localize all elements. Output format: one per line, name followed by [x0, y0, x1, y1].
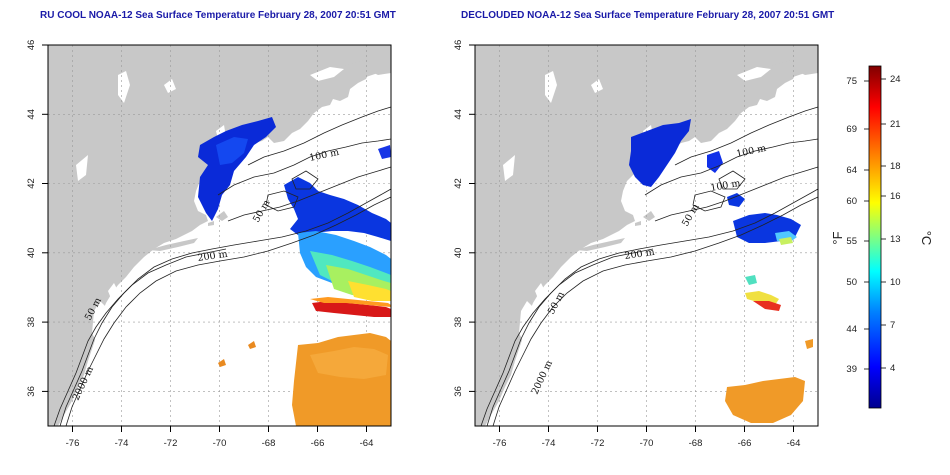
- svg-text:-66: -66: [311, 438, 325, 449]
- fahrenheit-unit: °F: [830, 231, 845, 244]
- svg-text:38: 38: [26, 317, 37, 328]
- f-tick: 50: [846, 277, 857, 288]
- svg-text:-64: -64: [360, 438, 374, 449]
- c-tick: 10: [890, 277, 901, 288]
- svg-text:-74: -74: [542, 438, 556, 449]
- svg-text:-72: -72: [591, 438, 605, 449]
- svg-text:-72: -72: [164, 438, 178, 449]
- left-axis: -76 -74 -72 -70 -68 -66 -64 46 44 42 40 …: [26, 40, 373, 449]
- svg-text:-70: -70: [640, 438, 654, 449]
- c-tick: 18: [890, 161, 901, 172]
- svg-text:36: 36: [26, 386, 37, 397]
- f-tick: 60: [846, 196, 857, 207]
- svg-text:42: 42: [453, 178, 464, 189]
- svg-text:200 m: 200 m: [197, 249, 228, 264]
- f-tick: 69: [846, 124, 857, 135]
- svg-text:-70: -70: [213, 438, 227, 449]
- svg-text:-74: -74: [115, 438, 129, 449]
- left-sst-patches: [198, 117, 391, 426]
- colorbar: 75 69 64 60 55 50 44 39 24 21 18 16 13 1…: [830, 65, 934, 409]
- svg-text:-68: -68: [262, 438, 276, 449]
- right-map-panel: 100 m 100 m 50 m 200 m 50 m 2000 m: [474, 44, 819, 427]
- svg-text:40: 40: [26, 248, 37, 259]
- celsius-unit: °C: [919, 231, 934, 246]
- colorbar-gradient: [868, 65, 882, 409]
- svg-text:38: 38: [453, 317, 464, 328]
- svg-text:44: 44: [26, 109, 37, 120]
- c-tick: 21: [890, 119, 901, 130]
- right-panel-title: DECLOUDED NOAA-12 Sea Surface Temperatur…: [461, 10, 835, 21]
- svg-text:200 m: 200 m: [624, 247, 655, 262]
- svg-text:44: 44: [453, 109, 464, 120]
- svg-text:-76: -76: [66, 438, 80, 449]
- f-tick: 39: [846, 364, 857, 375]
- c-tick: 24: [890, 74, 901, 85]
- c-tick: 4: [890, 363, 895, 374]
- f-tick: 75: [846, 76, 857, 87]
- f-tick: 55: [846, 236, 857, 247]
- c-tick: 16: [890, 191, 901, 202]
- svg-text:46: 46: [26, 40, 37, 51]
- svg-text:46: 46: [453, 40, 464, 51]
- svg-text:40: 40: [453, 248, 464, 259]
- left-map-panel: 100 m 50 m 200 m 50 m 2000 m: [47, 44, 392, 427]
- right-axis: -76 -74 -72 -70 -68 -66 -64 46 44 42 40 …: [453, 40, 800, 449]
- f-tick: 64: [846, 165, 857, 176]
- left-panel-title: RU COOL NOAA-12 Sea Surface Temperature …: [40, 10, 396, 21]
- svg-text:-66: -66: [738, 438, 752, 449]
- f-tick: 44: [846, 324, 857, 335]
- c-tick: 7: [890, 320, 895, 331]
- c-tick: 13: [890, 234, 901, 245]
- right-sst-patches: [629, 119, 813, 423]
- svg-text:100 m: 100 m: [710, 178, 742, 194]
- svg-text:42: 42: [26, 178, 37, 189]
- svg-text:-64: -64: [787, 438, 801, 449]
- svg-text:-68: -68: [689, 438, 703, 449]
- svg-text:-76: -76: [493, 438, 507, 449]
- svg-text:36: 36: [453, 386, 464, 397]
